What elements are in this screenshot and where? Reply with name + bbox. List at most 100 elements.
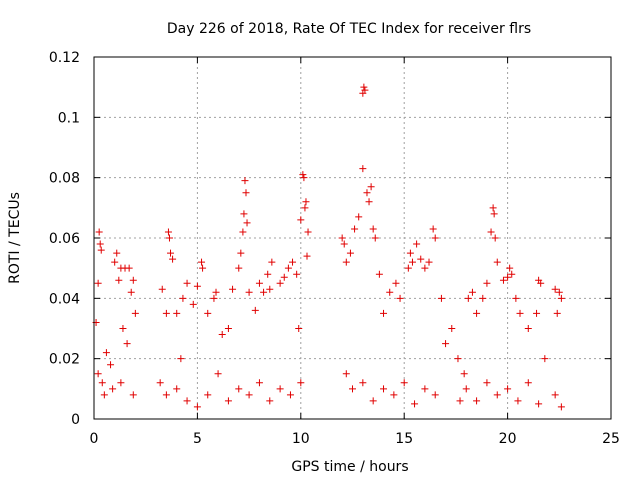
- data-point: [123, 340, 131, 348]
- data-point: [359, 379, 367, 387]
- data-point: [199, 264, 207, 272]
- data-point: [212, 288, 220, 296]
- data-point: [127, 288, 135, 296]
- data-point: [442, 340, 450, 348]
- data-point: [557, 403, 565, 411]
- data-point: [346, 249, 354, 257]
- data-point: [421, 385, 429, 393]
- data-point: [371, 234, 379, 242]
- data-point: [390, 391, 398, 399]
- data-point: [98, 379, 106, 387]
- data-point: [276, 279, 284, 287]
- data-point: [94, 279, 102, 287]
- data-point: [129, 391, 137, 399]
- data-point: [289, 258, 297, 266]
- data-point: [417, 255, 425, 263]
- data-point: [255, 279, 263, 287]
- data-point: [301, 204, 309, 212]
- data-point: [210, 294, 218, 302]
- data-point: [504, 273, 512, 281]
- data-point: [493, 391, 501, 399]
- data-point: [555, 288, 563, 296]
- data-point: [375, 270, 383, 278]
- data-point: [183, 279, 191, 287]
- data-point: [386, 288, 394, 296]
- data-point: [431, 391, 439, 399]
- data-point: [276, 385, 284, 393]
- y-axis-label: ROTI / TECUs: [7, 192, 23, 284]
- data-point: [363, 189, 371, 197]
- data-point: [355, 213, 363, 221]
- data-point: [491, 234, 499, 242]
- data-point: [295, 325, 303, 332]
- data-point: [183, 397, 191, 405]
- data-point: [119, 325, 127, 332]
- x-axis-label: GPS time / hours: [291, 459, 408, 475]
- data-point: [251, 306, 259, 314]
- data-point: [483, 379, 491, 387]
- data-point: [100, 391, 108, 399]
- data-point: [229, 285, 237, 293]
- data-point: [94, 370, 102, 378]
- data-point: [541, 355, 549, 363]
- data-point: [167, 249, 175, 257]
- data-point: [483, 279, 491, 287]
- data-point: [516, 309, 524, 317]
- data-point: [162, 309, 170, 317]
- data-point: [431, 234, 439, 242]
- data-point: [241, 177, 249, 185]
- data-point: [369, 225, 377, 233]
- data-point: [551, 391, 559, 399]
- data-point: [111, 258, 119, 266]
- data-point: [425, 258, 433, 266]
- data-point: [303, 252, 311, 260]
- data-point: [369, 397, 377, 405]
- data-point: [243, 219, 251, 227]
- data-point: [158, 285, 166, 293]
- data-point: [165, 234, 173, 242]
- data-point: [537, 279, 545, 287]
- y-tick-label: 0.12: [49, 50, 80, 66]
- data-point: [524, 325, 532, 332]
- data-point: [242, 189, 250, 197]
- data-point: [338, 234, 346, 242]
- data-point: [360, 83, 368, 91]
- y-tick-label: 0.02: [49, 352, 80, 368]
- data-point: [96, 240, 104, 248]
- data-point: [365, 198, 373, 206]
- data-point: [235, 264, 243, 272]
- data-point: [115, 276, 123, 284]
- data-point: [400, 379, 408, 387]
- data-point: [193, 403, 201, 411]
- data-point: [164, 228, 172, 236]
- data-point: [266, 397, 274, 405]
- data-point: [437, 294, 445, 302]
- chart-title: Day 226 of 2018, Rate Of TEC Index for r…: [167, 21, 531, 37]
- data-point: [240, 210, 248, 218]
- data-point: [162, 391, 170, 399]
- data-point: [280, 273, 288, 281]
- data-point: [125, 264, 133, 272]
- data-point: [342, 258, 350, 266]
- data-point: [286, 391, 294, 399]
- data-point: [508, 270, 516, 278]
- data-point: [260, 288, 268, 296]
- data-point: [506, 264, 514, 272]
- data-point: [224, 397, 232, 405]
- data-points: [92, 83, 565, 411]
- y-tick-label: 0: [71, 412, 80, 428]
- data-point: [468, 288, 476, 296]
- data-point: [367, 183, 375, 191]
- data-point: [297, 379, 305, 387]
- data-point: [129, 276, 137, 284]
- data-point: [237, 249, 245, 257]
- data-point: [553, 309, 561, 317]
- data-point: [245, 288, 253, 296]
- data-point: [413, 240, 421, 248]
- data-point: [204, 309, 212, 317]
- data-point: [169, 255, 177, 263]
- data-point: [239, 228, 247, 236]
- data-point: [404, 264, 412, 272]
- data-point: [489, 204, 497, 212]
